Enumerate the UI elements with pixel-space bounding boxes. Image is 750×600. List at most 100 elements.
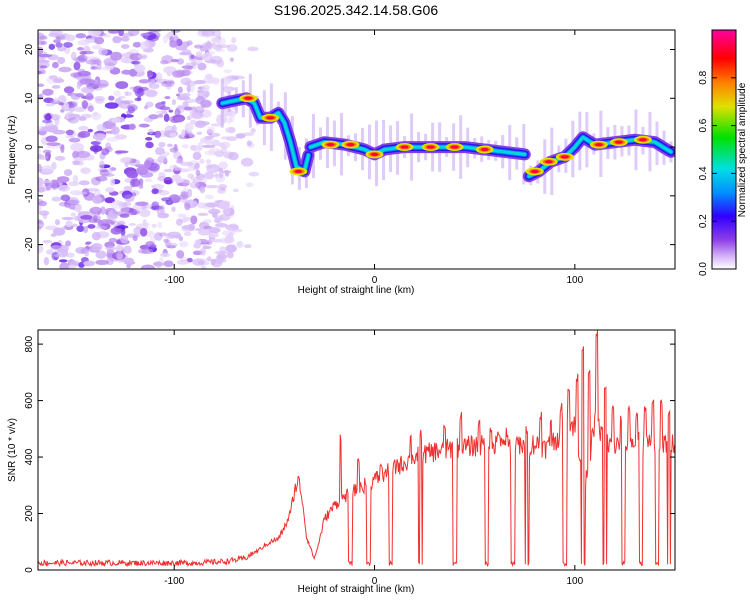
noise-blob xyxy=(87,128,94,133)
noise-blob xyxy=(121,100,134,105)
noise-blob xyxy=(87,105,94,112)
noise-blob xyxy=(117,220,126,226)
noise-blob xyxy=(208,147,221,156)
noise-blob xyxy=(72,100,79,106)
noise-blob xyxy=(63,86,75,94)
spectrogram-ridge xyxy=(216,73,675,195)
noise-blob xyxy=(206,126,216,134)
noise-blob xyxy=(126,170,139,179)
noise-blob xyxy=(225,234,234,244)
noise-blob xyxy=(159,60,169,65)
noise-blob xyxy=(38,164,43,173)
noise-blob xyxy=(171,206,176,213)
noise-blob xyxy=(92,195,103,204)
noise-blob xyxy=(98,47,108,56)
noise-blob xyxy=(85,59,100,65)
noise-blob xyxy=(192,145,202,153)
noise-blob xyxy=(53,227,66,236)
noise-blob xyxy=(95,225,108,230)
noise-blob xyxy=(193,44,204,49)
noise-blob xyxy=(226,251,234,259)
noise-blob xyxy=(99,169,109,173)
noise-blob xyxy=(226,110,237,117)
noise-blob xyxy=(54,155,66,161)
noise-blob xyxy=(156,208,165,215)
noise-blob xyxy=(120,44,130,49)
noise-blob xyxy=(58,66,72,73)
noise-blob xyxy=(105,142,112,151)
noise-blob xyxy=(172,114,186,123)
noise-blob xyxy=(38,186,46,193)
noise-blob xyxy=(163,66,177,74)
noise-blob xyxy=(174,167,182,171)
noise-blob xyxy=(77,47,85,51)
ridge-hotspot-core xyxy=(370,152,379,156)
noise-blob xyxy=(78,261,85,269)
spectrogram-ytick-label: -20 xyxy=(24,237,35,252)
noise-blob xyxy=(203,91,210,97)
noise-blob xyxy=(101,173,115,177)
noise-blob xyxy=(68,264,77,269)
noise-blob xyxy=(205,184,219,189)
noise-blob xyxy=(209,227,221,234)
noise-blob xyxy=(226,136,238,142)
noise-blob xyxy=(52,78,65,84)
noise-blob xyxy=(218,169,224,179)
noise-blob xyxy=(100,206,106,215)
noise-blob xyxy=(217,37,226,46)
noise-blob xyxy=(38,70,43,75)
noise-blob xyxy=(213,217,221,224)
noise-blob xyxy=(111,117,121,123)
noise-blob xyxy=(219,213,231,221)
noise-blob xyxy=(188,131,193,138)
noise-blob xyxy=(210,123,224,127)
noise-blob xyxy=(65,240,72,247)
noise-blob xyxy=(178,194,189,200)
noise-blob xyxy=(184,122,194,132)
noise-blob xyxy=(117,254,123,264)
noise-blob xyxy=(95,259,109,265)
noise-blob xyxy=(90,66,98,70)
noise-blob xyxy=(80,86,95,94)
noise-blob xyxy=(197,62,207,71)
noise-blob xyxy=(166,70,172,77)
noise-blob xyxy=(148,114,159,120)
noise-blob xyxy=(92,133,106,141)
noise-blob xyxy=(211,132,217,136)
noise-blob xyxy=(57,184,70,192)
noise-blob xyxy=(171,174,182,182)
noise-blob xyxy=(232,75,246,80)
noise-blob xyxy=(56,176,70,183)
noise-blob xyxy=(39,65,48,69)
noise-blob xyxy=(38,53,53,58)
noise-blob xyxy=(60,194,71,202)
noise-blob xyxy=(46,249,54,255)
noise-blob xyxy=(38,223,45,228)
noise-blob xyxy=(42,239,53,244)
noise-blob xyxy=(154,232,163,241)
noise-blob xyxy=(206,128,214,136)
noise-blob xyxy=(82,226,89,234)
noise-blob xyxy=(58,102,65,106)
noise-blob xyxy=(201,265,207,269)
spectrogram-ytick-label: 0 xyxy=(24,144,35,150)
noise-blob xyxy=(58,259,68,263)
noise-blob xyxy=(138,123,150,128)
noise-blob xyxy=(187,188,193,198)
ridge-hotspot-core xyxy=(560,155,569,159)
noise-blob xyxy=(87,56,98,61)
noise-blob xyxy=(38,177,45,187)
colorbar-ticks: 0.0 0.2 0.4 0.6 0.8 xyxy=(698,70,736,276)
noise-blob xyxy=(78,125,89,131)
noise-blob xyxy=(154,147,165,156)
noise-blob xyxy=(114,244,123,252)
noise-blob xyxy=(107,209,120,218)
noise-blob xyxy=(70,72,83,78)
noise-blob xyxy=(53,39,61,44)
noise-blob xyxy=(158,172,166,178)
noise-blob xyxy=(171,99,176,106)
noise-blob xyxy=(151,223,157,228)
noise-blob xyxy=(121,52,132,58)
noise-blob xyxy=(50,233,57,238)
noise-blob xyxy=(171,124,177,133)
